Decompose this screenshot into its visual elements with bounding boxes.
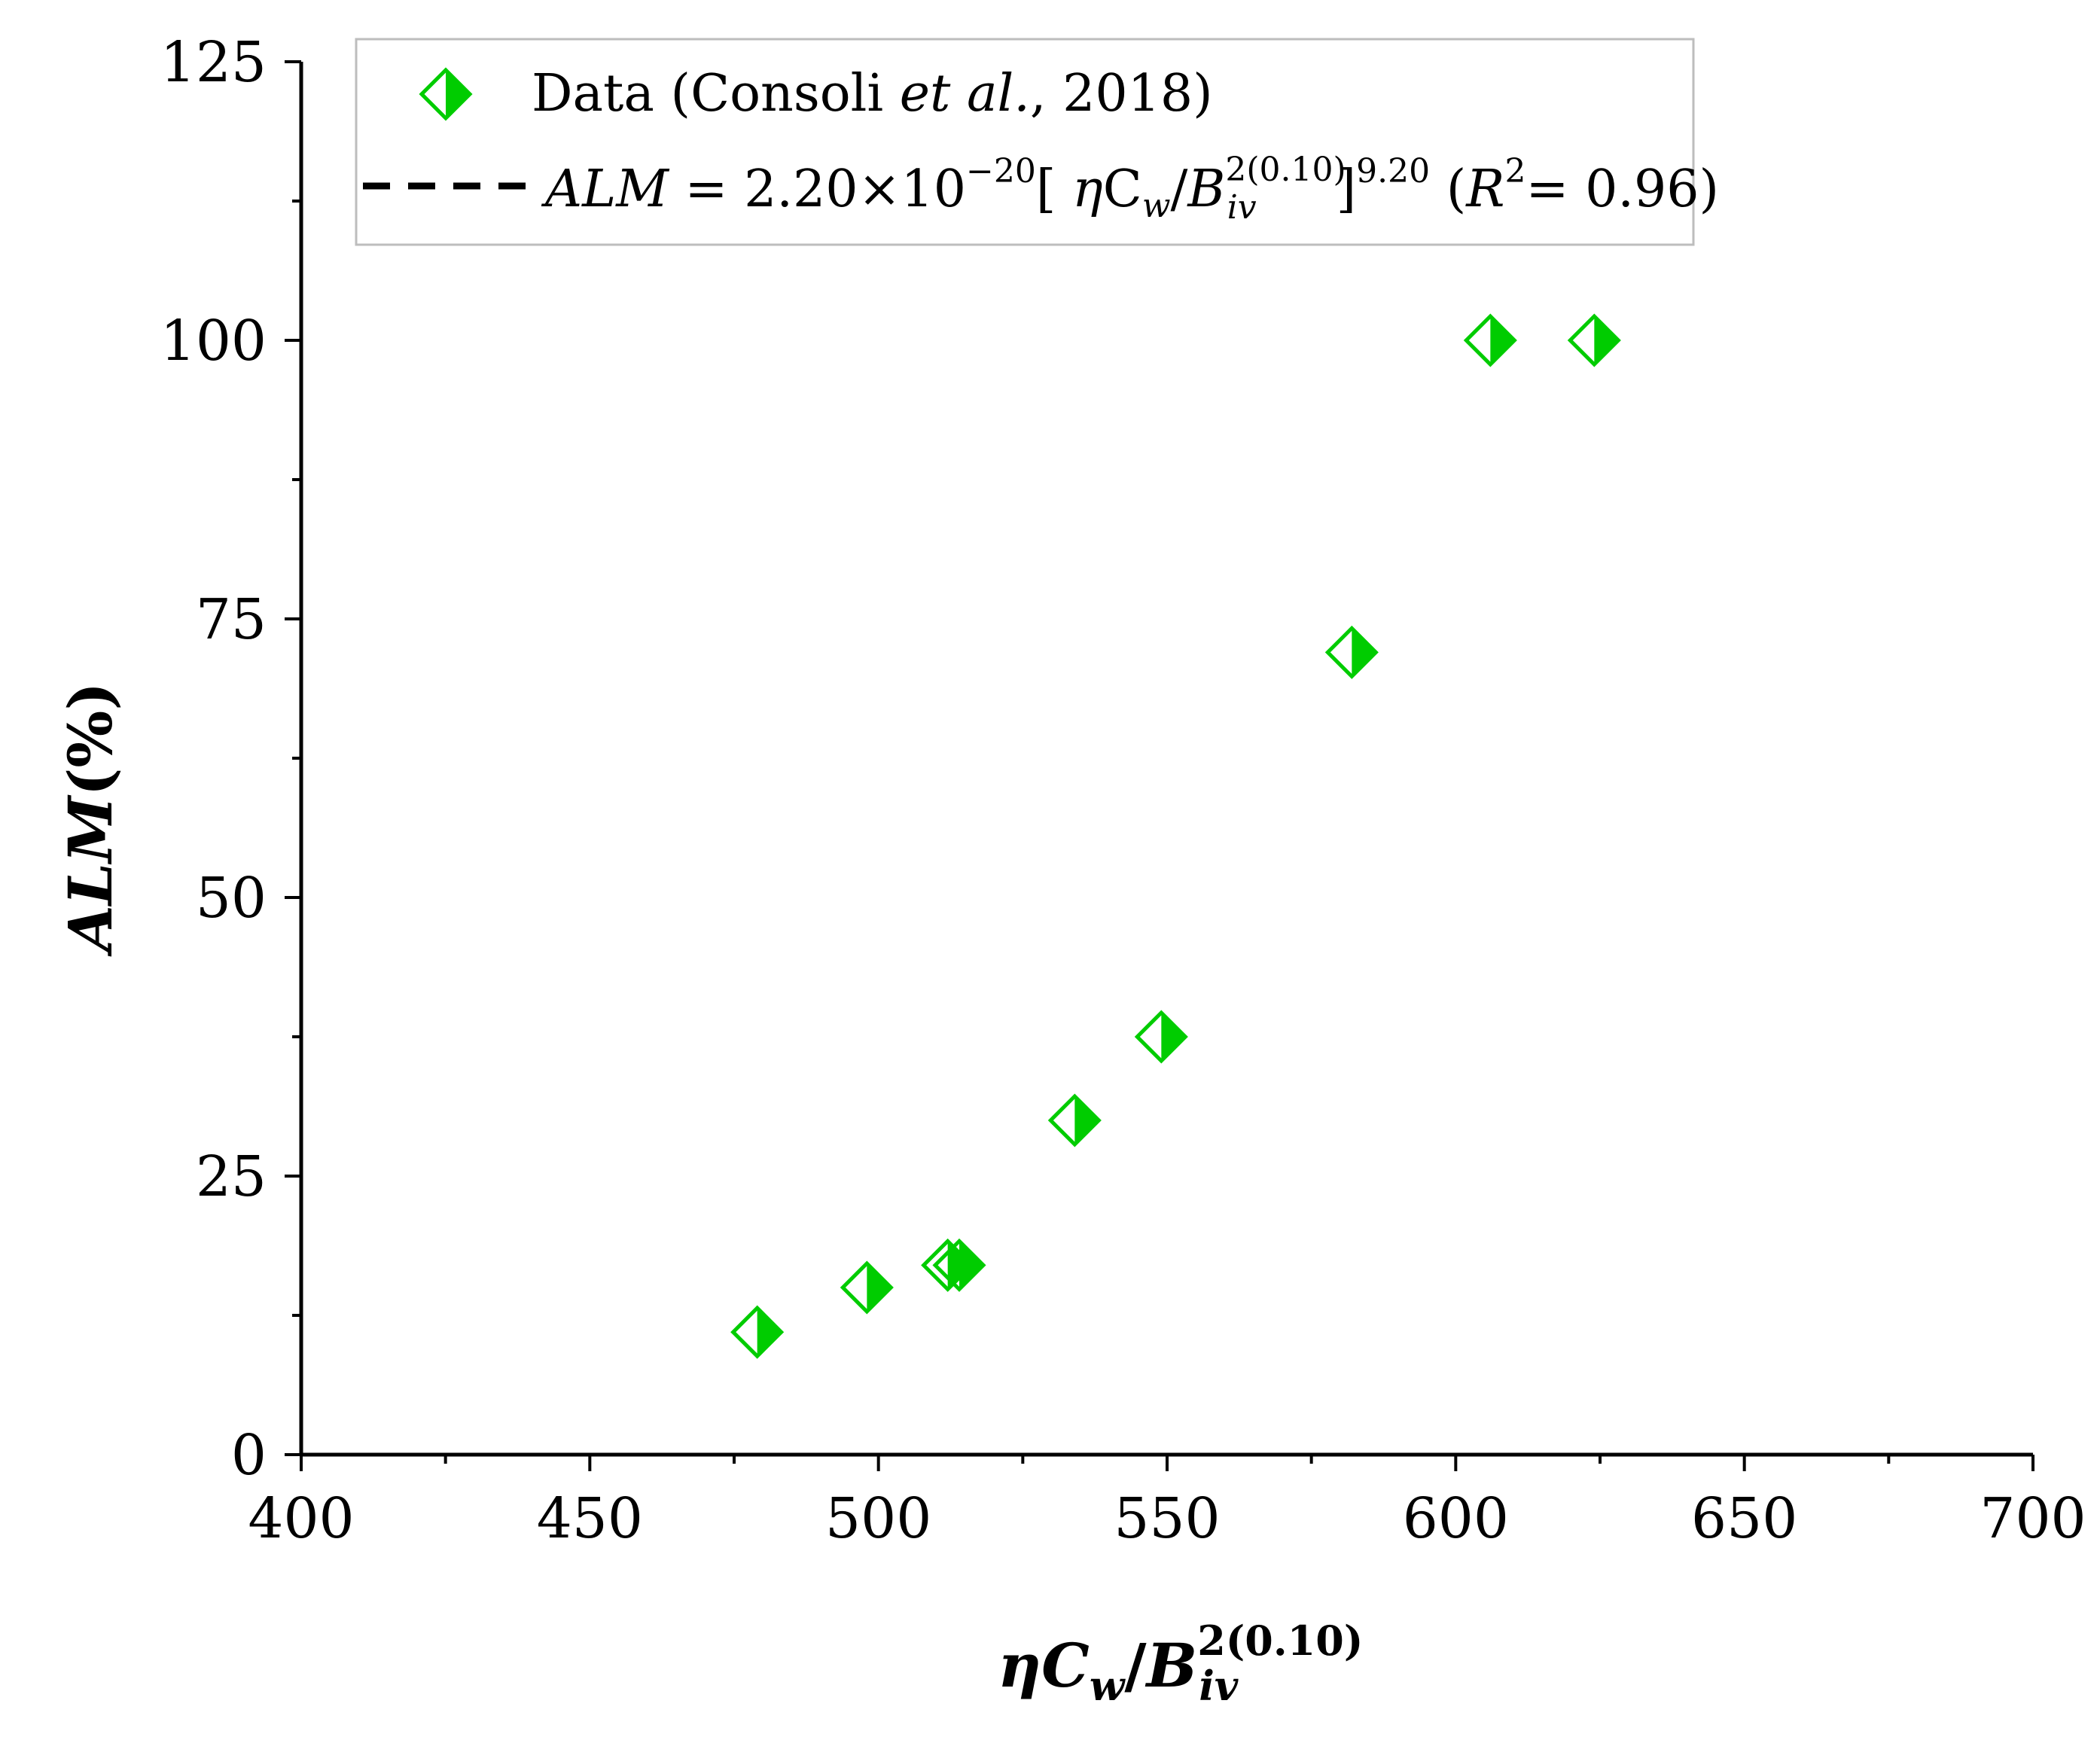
legend-box bbox=[355, 38, 1695, 246]
legend: Data (Consoli et al., 2018) ALM = 2.20×1… bbox=[355, 38, 1719, 246]
y-tick-label: 100 bbox=[160, 309, 267, 373]
marker-outline bbox=[840, 1260, 894, 1315]
marker-fill bbox=[959, 1241, 983, 1290]
data-point bbox=[1134, 1010, 1188, 1064]
marker-outline bbox=[419, 67, 473, 121]
data-point bbox=[730, 1305, 785, 1359]
marker-fill bbox=[1161, 1013, 1186, 1061]
marker-outline bbox=[1567, 313, 1621, 367]
legend-diamond-icon bbox=[419, 67, 473, 121]
y-tick-label: 0 bbox=[231, 1423, 267, 1488]
x-tick-label: 600 bbox=[1403, 1486, 1509, 1551]
x-tick-label: 400 bbox=[248, 1486, 354, 1551]
data-point bbox=[1567, 313, 1621, 367]
marker-outline bbox=[1047, 1093, 1102, 1147]
ticks: 400 450 500 550 600 650 700 0 25 50 75 100 125 bbox=[160, 30, 2086, 1551]
data-point bbox=[1324, 625, 1379, 679]
data-point bbox=[840, 1260, 894, 1315]
y-tick-label: 25 bbox=[196, 1144, 267, 1209]
x-axis-title: ηCw/B2(0.10) iv bbox=[998, 1617, 1363, 1710]
marker-outline bbox=[1324, 625, 1379, 679]
marker-fill bbox=[446, 70, 470, 118]
marker-fill bbox=[1594, 316, 1619, 364]
marker-fill bbox=[1074, 1096, 1099, 1144]
y-axis-title: ALM(%) bbox=[55, 682, 126, 958]
data-point bbox=[1047, 1093, 1102, 1147]
data-points bbox=[730, 313, 1621, 1359]
marker-fill bbox=[1352, 628, 1376, 677]
x-tick-label: 550 bbox=[1114, 1486, 1220, 1551]
x-tick-label: 500 bbox=[825, 1486, 931, 1551]
legend-fit-label: ALM = 2.20×10−20[ ηCw/B2(0.10) iv]9.20 (R… bbox=[541, 151, 1719, 227]
x-tick-label: 450 bbox=[537, 1486, 643, 1551]
data-point bbox=[1463, 313, 1517, 367]
marker-fill bbox=[867, 1263, 892, 1312]
legend-marker-icon bbox=[419, 67, 473, 121]
x-tick-label: 650 bbox=[1691, 1486, 1797, 1551]
legend-data-label: Data (Consoli et al., 2018) bbox=[532, 64, 1213, 123]
marker-fill bbox=[1490, 316, 1515, 364]
y-tick-label: 125 bbox=[160, 30, 267, 95]
data-point bbox=[932, 1238, 986, 1292]
marker-fill bbox=[757, 1308, 782, 1357]
marker-outline bbox=[1463, 313, 1517, 367]
y-tick-label: 50 bbox=[196, 866, 267, 931]
marker-outline bbox=[932, 1238, 986, 1292]
marker-outline bbox=[1134, 1010, 1188, 1064]
x-tick-label: 700 bbox=[1980, 1486, 2086, 1551]
y-tick-label: 75 bbox=[196, 587, 267, 652]
marker-outline bbox=[730, 1305, 785, 1359]
axes bbox=[299, 62, 2033, 1457]
